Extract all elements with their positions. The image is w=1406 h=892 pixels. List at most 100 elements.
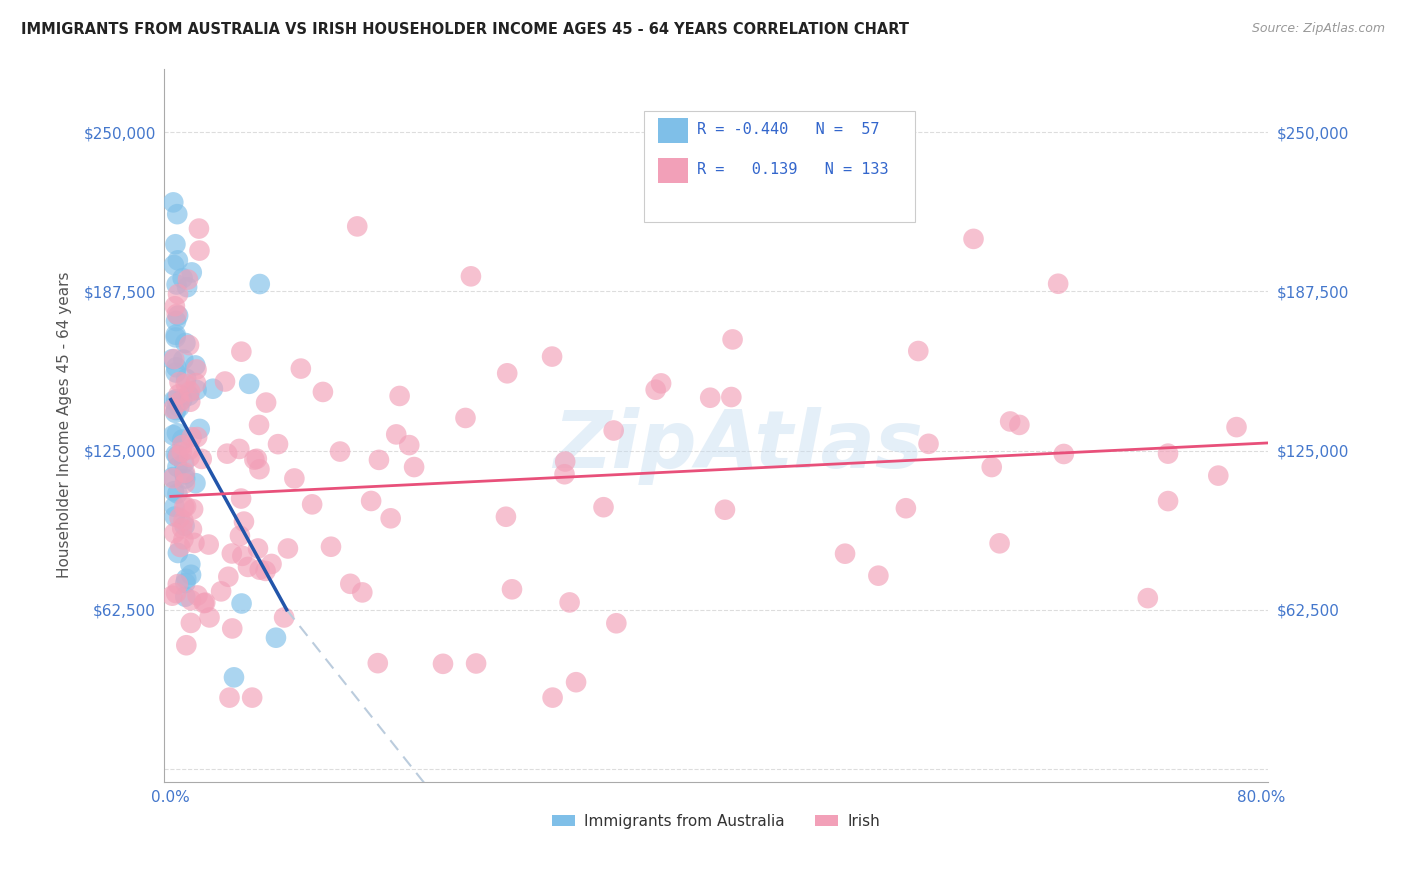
Point (188, 422, 211, 436)
Point (163, 258, 186, 272)
Point (174, 576, 197, 591)
Point (217, 447, 239, 461)
Point (249, 462, 271, 476)
Point (173, 500, 195, 514)
Point (172, 352, 194, 367)
Point (174, 372, 197, 386)
Text: R = -0.440   N =  57: R = -0.440 N = 57 (697, 122, 880, 137)
Point (312, 384, 335, 399)
Point (222, 670, 245, 684)
Point (165, 392, 187, 407)
Point (179, 450, 201, 464)
Point (228, 442, 250, 456)
Point (254, 395, 277, 409)
Point (283, 471, 305, 485)
Point (217, 570, 239, 584)
Point (329, 444, 352, 458)
Point (165, 366, 187, 380)
Point (162, 195, 184, 210)
Bar (658, 158, 689, 183)
Point (231, 344, 253, 359)
Point (229, 491, 252, 506)
Point (173, 518, 195, 533)
Point (290, 361, 312, 376)
Point (174, 476, 197, 491)
Point (460, 269, 482, 284)
Point (1157, 494, 1180, 508)
Point (162, 471, 184, 485)
Point (246, 451, 269, 466)
Point (174, 572, 197, 586)
Point (179, 394, 201, 409)
Point (360, 494, 382, 508)
Y-axis label: Householder Income Ages 45 - 64 years: Householder Income Ages 45 - 64 years (58, 272, 72, 578)
Point (541, 690, 564, 705)
Point (565, 675, 588, 690)
Point (197, 537, 219, 551)
Point (198, 610, 221, 624)
Point (163, 484, 186, 499)
Point (169, 375, 191, 389)
Point (167, 401, 190, 415)
Point (254, 564, 277, 578)
Point (602, 424, 624, 438)
Point (380, 511, 402, 525)
Point (249, 277, 271, 291)
Point (605, 616, 627, 631)
Text: R =   0.139   N = 133: R = 0.139 N = 133 (697, 161, 889, 177)
Point (181, 502, 204, 516)
Point (554, 467, 576, 482)
Point (179, 442, 201, 457)
Point (172, 271, 194, 285)
Point (193, 596, 215, 610)
Point (236, 560, 259, 574)
Point (180, 567, 202, 582)
Point (699, 391, 721, 405)
Point (179, 558, 201, 572)
Point (404, 460, 426, 475)
Point (229, 529, 252, 543)
Point (246, 541, 269, 556)
Point (165, 447, 187, 461)
Point (988, 536, 1011, 550)
Text: ZipAtlas: ZipAtlas (553, 408, 924, 485)
Point (339, 577, 361, 591)
Point (998, 415, 1021, 429)
Point (352, 585, 374, 599)
Point (260, 557, 283, 571)
Point (162, 401, 184, 416)
Point (184, 376, 207, 390)
Legend: Immigrants from Australia, Irish: Immigrants from Australia, Irish (546, 807, 886, 835)
Point (1225, 420, 1247, 434)
Point (240, 690, 263, 705)
Point (720, 390, 742, 404)
FancyBboxPatch shape (644, 112, 915, 222)
Point (1157, 447, 1180, 461)
Point (176, 280, 198, 294)
Point (221, 547, 243, 561)
Point (169, 511, 191, 525)
Point (166, 459, 188, 474)
Point (495, 509, 517, 524)
Point (201, 382, 224, 396)
Point (432, 657, 454, 671)
Point (166, 426, 188, 441)
Point (385, 427, 408, 442)
Point (209, 584, 232, 599)
Point (167, 309, 190, 323)
Point (174, 336, 197, 351)
Point (167, 287, 190, 301)
Point (165, 586, 187, 600)
Point (165, 406, 187, 420)
Point (186, 589, 208, 603)
Point (186, 383, 208, 397)
Point (238, 376, 260, 391)
Point (174, 472, 197, 486)
Point (163, 299, 186, 313)
Point (1206, 468, 1229, 483)
Point (465, 657, 488, 671)
Point (163, 509, 186, 524)
Point (167, 546, 190, 560)
Point (172, 521, 194, 535)
Point (172, 438, 194, 452)
